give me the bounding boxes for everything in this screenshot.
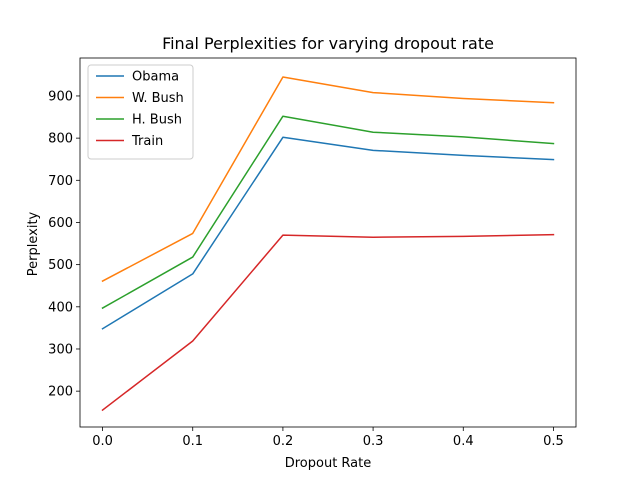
series-line-train [101,233,555,412]
series-line-h-bush [101,115,555,310]
legend-label-h-bush: H. Bush [132,113,182,128]
chart-title: Final Perplexities for varying dropout r… [162,34,494,53]
x-tick-label: 0.3 [363,434,384,449]
x-tick-label: 0.2 [273,434,294,449]
x-tick-label: 0.5 [543,434,564,449]
series-line-obama [101,136,555,330]
y-tick-label: 800 [48,132,73,147]
x-tick-label: 0.0 [92,434,113,449]
y-tick-label: 700 [48,174,73,189]
legend-label-train: Train [131,134,163,149]
y-tick-label: 200 [48,385,73,400]
y-axis-label: Perplexity [26,211,41,276]
legend-box [87,64,194,160]
series-line-w-bush [101,76,555,283]
x-axis-label: Dropout Rate [285,456,372,471]
legend-label-obama: Obama [132,70,179,85]
y-tick-label: 300 [48,342,73,357]
x-tick-label: 0.1 [182,434,203,449]
axes-frame [79,57,577,428]
y-tick-label: 500 [48,258,73,273]
x-tick-label: 0.4 [453,434,474,449]
plot-area: 0.0 0.1 0.2 0.3 0.4 0.5 200 300 400 500 600 700 800 9… [48,57,577,449]
y-tick-label: 900 [48,89,73,104]
legend: Obama W. Bush H. Bush Train [87,64,194,160]
legend-label-w-bush: W. Bush [132,91,184,106]
y-tick-label: 600 [48,216,73,231]
y-tick-label: 400 [48,300,73,315]
